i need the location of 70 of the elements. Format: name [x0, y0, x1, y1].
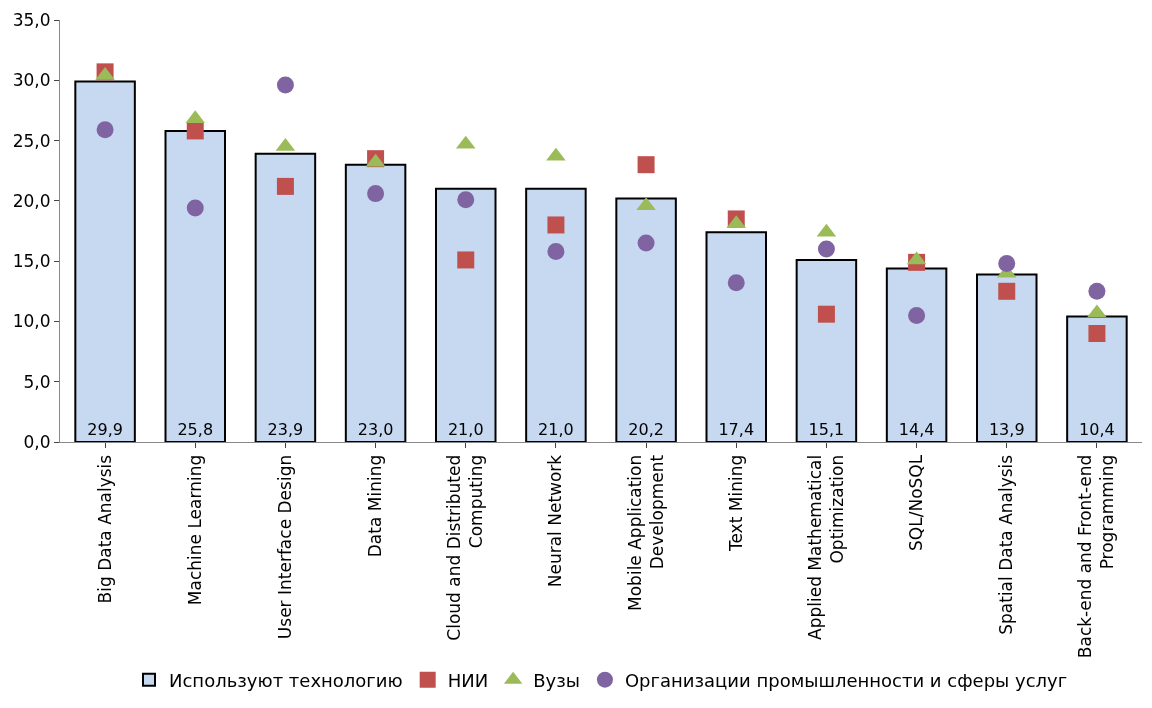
x-tick-label: Neural Network [545, 454, 566, 588]
data-label: 23,9 [267, 420, 304, 439]
point [998, 282, 1016, 300]
legend-label: НИИ [447, 669, 489, 691]
data-label: 15,1 [808, 420, 845, 439]
point [727, 274, 745, 292]
point [276, 76, 294, 94]
y-tick-label: 15,0 [12, 251, 51, 272]
bar [525, 187, 587, 442]
point [186, 122, 204, 140]
point [546, 147, 566, 161]
y-tick-label: 25,0 [12, 130, 51, 151]
bar [976, 273, 1038, 442]
bar [435, 187, 497, 442]
point [908, 306, 926, 324]
data-label: 23,0 [357, 420, 394, 439]
bar [795, 258, 858, 442]
x-tick-label: Big Data Analysis [94, 454, 115, 604]
bar [254, 152, 317, 442]
point [276, 177, 294, 195]
bar [344, 163, 407, 442]
x-tick-label: Spatial Data Analysis [996, 454, 1017, 635]
point [998, 255, 1016, 273]
y-tick-label: 10,0 [12, 311, 51, 332]
bar [1066, 315, 1128, 442]
data-label: 21,0 [538, 420, 574, 439]
point [367, 185, 385, 203]
data-label: 13,9 [988, 420, 1025, 439]
point [637, 156, 655, 174]
x-tick-label: Mobile Application Development [624, 454, 667, 611]
point [1087, 304, 1107, 318]
point [186, 199, 204, 217]
x-tick-label: Back-end and Front-end Programming [1075, 454, 1118, 659]
legend-label: Организации промышленности и сферы услуг [624, 669, 1068, 691]
y-tick-label: 5,0 [23, 371, 51, 392]
x-tick-label: Data Mining [365, 454, 386, 558]
bar [705, 231, 768, 442]
point [637, 234, 655, 252]
data-label: 21,0 [447, 420, 484, 439]
bar [164, 129, 227, 442]
point [1088, 324, 1106, 342]
data-label: 14,4 [898, 420, 935, 439]
x-tick-label: SQL/NoSQL [906, 454, 927, 551]
x-tick-label: Text Mining [725, 454, 746, 553]
point [547, 243, 565, 260]
legend-label: Вузы [533, 669, 580, 691]
data-label: 17,4 [718, 420, 755, 439]
legend-label: Используют технологию [169, 669, 403, 691]
y-tick-label: 20,0 [12, 190, 51, 211]
y-tick-label: 35,0 [12, 9, 51, 30]
x-tick-label: Cloud and Distributed Computing [444, 454, 487, 641]
point [96, 121, 114, 139]
data-label: 29,9 [87, 420, 123, 439]
point [817, 305, 835, 323]
x-tick-label: User Interface Design [274, 454, 295, 640]
x-tick-label: Applied Mathematical Optimization [804, 454, 847, 640]
point [457, 251, 475, 269]
bar [74, 80, 136, 442]
point [1088, 282, 1106, 300]
data-label: 10,4 [1079, 420, 1115, 439]
y-tick-label: 0,0 [23, 431, 51, 452]
y-tick-label: 30,0 [12, 70, 51, 91]
point [817, 240, 835, 258]
bar [615, 197, 677, 442]
data-label: 25,8 [177, 420, 214, 439]
data-label: 20,2 [628, 420, 664, 439]
x-tick-label: Machine Learning [184, 454, 205, 606]
bar [885, 267, 948, 442]
point [547, 216, 565, 234]
point [457, 191, 475, 209]
